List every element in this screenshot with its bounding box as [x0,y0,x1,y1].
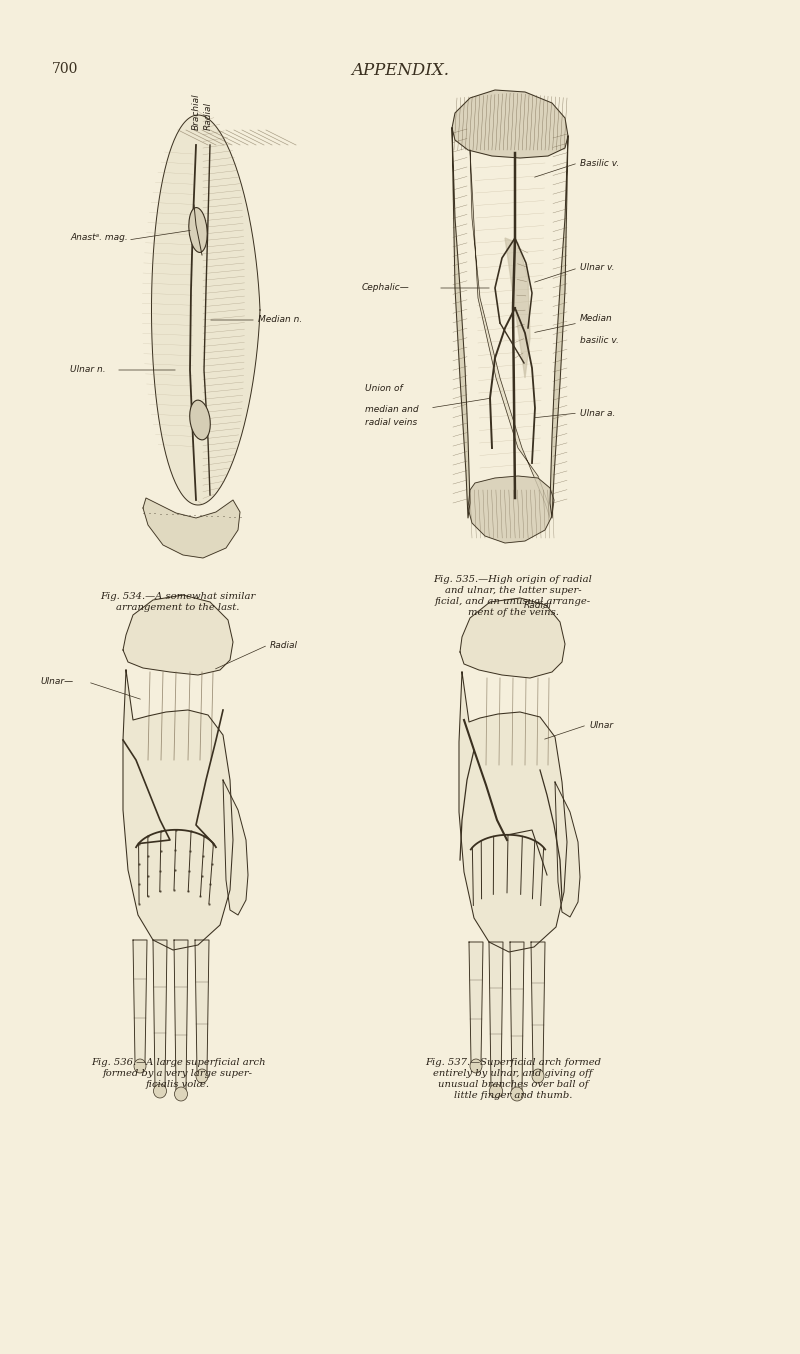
Text: Fig. 536.—A large superficial arch: Fig. 536.—A large superficial arch [90,1057,266,1067]
Text: Ulnar: Ulnar [589,720,613,730]
Polygon shape [510,942,524,1090]
Text: and ulnar, the latter super-: and ulnar, the latter super- [445,586,582,594]
Polygon shape [555,783,580,917]
Polygon shape [223,780,248,915]
Polygon shape [550,135,568,519]
Text: Cephalic—: Cephalic— [362,283,410,292]
Text: formed by a very large super-: formed by a very large super- [103,1070,253,1078]
Text: arrangement to the last.: arrangement to the last. [116,603,240,612]
Text: Fig. 537.—Superficial arch formed: Fig. 537.—Superficial arch formed [425,1057,601,1067]
Text: entirely by ulnar, and giving off: entirely by ulnar, and giving off [434,1070,593,1078]
Ellipse shape [190,401,210,440]
Polygon shape [195,940,209,1072]
Text: Fig. 535.—High origin of radial: Fig. 535.—High origin of radial [434,575,593,584]
Text: Radial: Radial [270,640,298,650]
Ellipse shape [134,1059,146,1072]
Polygon shape [505,238,530,378]
Text: Union of: Union of [365,385,402,393]
Text: Ulnar v.: Ulnar v. [580,264,614,272]
Polygon shape [452,89,568,158]
Text: Radial: Radial [524,601,552,609]
Ellipse shape [510,1087,523,1101]
Polygon shape [153,940,167,1087]
Text: ficial, and an unusual arrange-: ficial, and an unusual arrange- [435,597,591,607]
Polygon shape [123,670,233,951]
Polygon shape [470,150,550,519]
Ellipse shape [490,1085,502,1098]
Text: Brachial: Brachial [191,93,201,130]
Ellipse shape [470,1059,482,1072]
Text: Radial: Radial [203,102,213,130]
Polygon shape [468,477,554,543]
Text: Median: Median [580,314,613,324]
Ellipse shape [532,1070,544,1083]
Ellipse shape [196,1070,208,1083]
Text: Ulnar a.: Ulnar a. [580,409,615,417]
Text: Basilic v.: Basilic v. [580,158,619,168]
Text: APPENDIX.: APPENDIX. [351,62,449,79]
Ellipse shape [154,1085,166,1098]
Polygon shape [143,498,240,558]
Ellipse shape [174,1087,187,1101]
Text: median and: median and [365,405,418,414]
Polygon shape [123,594,233,676]
Polygon shape [459,672,567,952]
Text: radial veins: radial veins [365,418,418,427]
Polygon shape [452,129,470,519]
Text: Ulnar n.: Ulnar n. [70,366,106,375]
Polygon shape [460,598,565,678]
Text: basilic v.: basilic v. [580,336,619,345]
Text: Anastᵃ. mag.: Anastᵃ. mag. [70,233,128,242]
Polygon shape [133,940,147,1062]
Polygon shape [489,942,503,1087]
Polygon shape [469,942,483,1062]
Ellipse shape [189,207,207,252]
Text: Fig. 534.—A somewhat similar: Fig. 534.—A somewhat similar [100,592,256,601]
Polygon shape [151,115,260,505]
Text: ficialis volæ.: ficialis volæ. [146,1080,210,1089]
Polygon shape [531,942,545,1072]
Text: 700: 700 [52,62,78,76]
Text: Median n.: Median n. [258,315,302,325]
Polygon shape [174,940,188,1090]
Text: Ulnar—: Ulnar— [40,677,73,686]
Text: little finger and thumb.: little finger and thumb. [454,1091,572,1099]
Text: unusual branches over ball of: unusual branches over ball of [438,1080,588,1089]
Text: ment of the veins.: ment of the veins. [467,608,558,617]
